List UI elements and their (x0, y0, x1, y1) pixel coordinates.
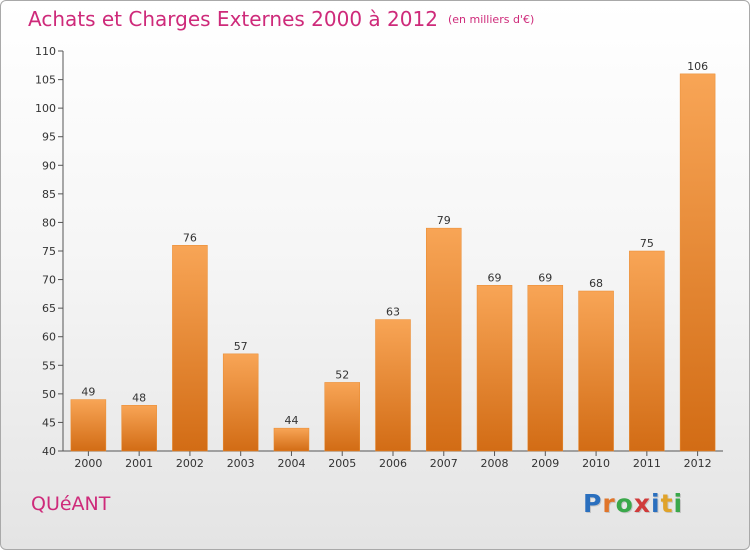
proxiti-logo: Proxiti (583, 489, 683, 518)
y-tick-label: 110 (35, 45, 56, 58)
bar-value-label: 63 (386, 306, 400, 319)
bar-value-label: 76 (183, 231, 197, 244)
x-tick-label: 2003 (227, 457, 255, 470)
y-tick-label: 70 (42, 274, 56, 287)
bar-value-label: 79 (437, 214, 451, 227)
bar (426, 227, 462, 452)
bar-value-label: 68 (589, 277, 603, 290)
x-tick-label: 2005 (328, 457, 356, 470)
x-tick-label: 2011 (633, 457, 661, 470)
x-tick-label: 2010 (582, 457, 610, 470)
bar (273, 427, 310, 452)
logo-letter: t (660, 489, 674, 518)
y-axis: 40 45 50 55 60 65 70 75 80 85 90 95 100 105 110 (35, 45, 64, 458)
bar-value-label: 75 (640, 237, 654, 250)
bar (679, 73, 716, 452)
y-tick-label: 100 (35, 102, 56, 115)
chart-title-text: Achats et Charges Externes 2000 à 2012 (28, 7, 438, 31)
y-tick-label: 85 (42, 188, 56, 201)
y-tick-label: 60 (42, 331, 56, 344)
y-tick-label: 65 (42, 302, 56, 315)
y-tick-label: 45 (42, 416, 56, 429)
logo-letter: P (583, 489, 603, 518)
x-tick-label: 2000 (74, 457, 102, 470)
y-tick-label: 95 (42, 131, 56, 144)
chart-unit: (en milliers d'€) (447, 13, 535, 26)
bar (324, 382, 360, 452)
bar (527, 285, 564, 452)
bar (629, 250, 665, 452)
logo-letter: o (615, 489, 634, 518)
bar-value-label: 48 (132, 391, 146, 404)
bar-value-label: 69 (538, 271, 552, 284)
logo-letter: x (633, 489, 651, 518)
y-tick-label: 80 (42, 216, 56, 229)
bar (121, 405, 157, 452)
bar-value-label: 69 (488, 271, 502, 284)
bar-value-label: 44 (284, 414, 298, 427)
chart-title: Achats et Charges Externes 2000 à 2012 (e… (28, 7, 534, 31)
x-tick-label: 2012 (684, 457, 712, 470)
y-tick-label: 105 (35, 74, 56, 87)
data-labels: 49 48 76 57 44 52 63 79 69 69 68 75 106 (81, 60, 708, 427)
y-tick-label: 55 (42, 359, 56, 372)
y-tick-label: 90 (42, 159, 56, 172)
x-tick-label: 2008 (481, 457, 509, 470)
bar (222, 353, 259, 452)
x-tick-label: 2002 (176, 457, 204, 470)
x-tick-label: 2007 (430, 457, 458, 470)
x-axis: 2000 2001 2002 2003 2004 2005 2006 2007 2008 2009… (63, 450, 723, 470)
y-tick-label: 40 (42, 445, 56, 458)
y-tick-label: 75 (42, 245, 56, 258)
logo-letter: i (673, 489, 684, 518)
bar-value-label: 49 (81, 386, 95, 399)
bar-value-label: 57 (234, 340, 248, 353)
x-tick-label: 2006 (379, 457, 407, 470)
bar (70, 399, 107, 452)
bar-value-label: 106 (687, 60, 708, 73)
commune-name: QUéANT (31, 493, 111, 515)
bar (578, 290, 614, 452)
bar (476, 285, 513, 452)
bars (70, 73, 716, 452)
logo-letter: i (651, 489, 661, 518)
bar-value-label: 52 (335, 368, 349, 381)
x-tick-label: 2009 (531, 457, 559, 470)
bar (172, 245, 208, 452)
logo-letter: r (602, 489, 616, 518)
y-tick-label: 50 (42, 388, 56, 401)
bar (375, 319, 411, 452)
x-tick-label: 2004 (277, 457, 305, 470)
x-tick-label: 2001 (125, 457, 153, 470)
